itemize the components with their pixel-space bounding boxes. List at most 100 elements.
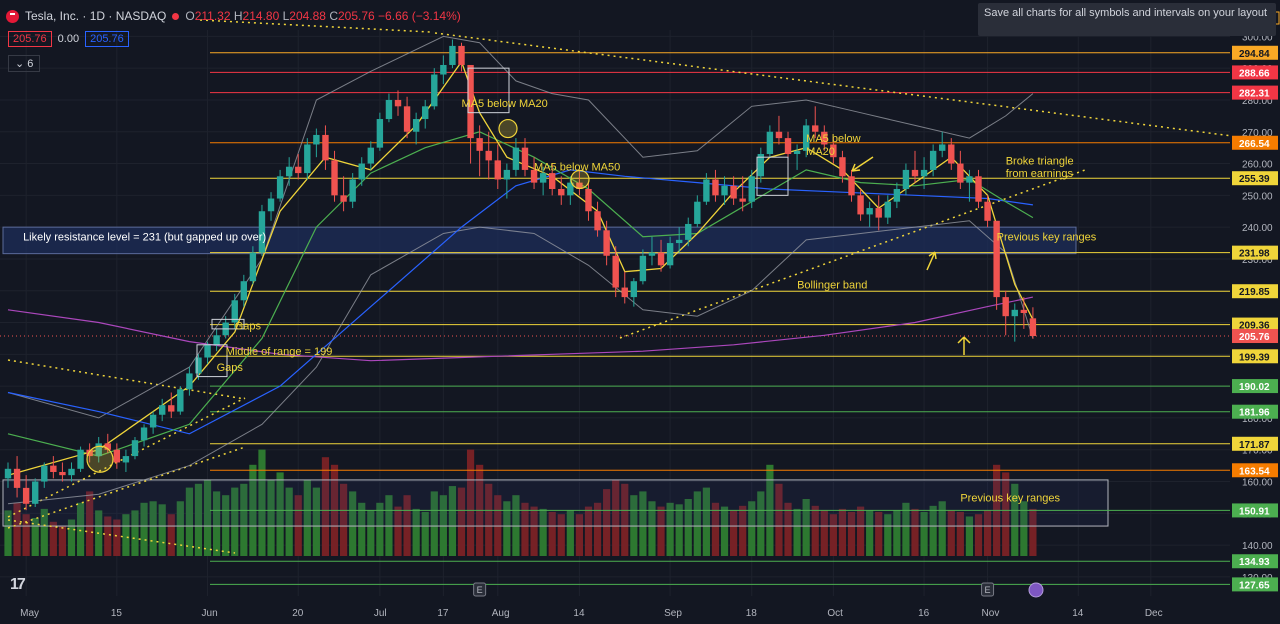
time-tick-label: Oct [827,608,843,619]
volume-bar [603,489,611,556]
volume-bar [1020,501,1028,556]
volume-bar [58,525,67,556]
price-level-tag [1232,245,1278,260]
time-tick-label: May [20,608,39,619]
annotation-label: MA5 below MA20 [462,98,548,110]
volume-bar [666,502,674,556]
candle-body [612,255,619,288]
candle-body [1029,318,1037,337]
ma50-line [7,169,1033,435]
volume-bar [457,487,466,556]
buy-price[interactable]: 205.76 [85,31,129,47]
volume-bar [240,483,248,556]
volume-bar [829,514,837,556]
candle-body [367,147,374,164]
price-tick-label: 270.00 [1242,128,1273,139]
volume-bar [521,502,529,556]
candle-body [458,45,465,65]
candles [4,39,1037,511]
earnings-marker-label: E [477,585,483,595]
ma200-line [7,296,1034,362]
volume-bar [367,510,375,556]
volume-bar [548,511,556,556]
volume-bar [693,491,701,556]
price-tick-label: 250.00 [1242,191,1273,202]
annotation-label: MA5 below [806,133,860,145]
candle-body [95,443,102,457]
save-tooltip: Save all charts for all symbols and inte… [978,3,1276,36]
candle-body [567,182,574,196]
candle-body [902,169,910,189]
candle-body [41,465,48,482]
candle-body [558,188,565,196]
gap-box [467,67,510,114]
volume-bar [113,519,121,556]
volume-bar [811,505,819,556]
price-level-tag [1232,404,1278,419]
candle-body [358,163,365,180]
candle-body [32,481,39,504]
annotation-label: Previous key ranges [997,232,1097,244]
candle-body [648,252,656,256]
trendline [7,519,236,554]
price-level-tag [1232,463,1278,478]
bollinger-upper-line [7,35,1034,419]
symbol-title[interactable]: Tesla, Inc. · 1D · NASDAQ [25,9,167,23]
volume-bar [657,506,665,556]
volume-bar [838,508,847,556]
price-level-tag [1232,317,1278,332]
volume-bar [530,506,538,556]
indicators-toggle[interactable]: ⌄ 6 [8,55,41,72]
annotation-label: from earnings [1006,168,1074,180]
time-tick-label: 16 [918,608,930,619]
candle-body [821,131,828,145]
candle-body [594,211,601,231]
candle-body [158,405,166,415]
candle-body [957,163,964,183]
price-level-label: 199.39 [1239,352,1270,363]
volume-bar [775,483,783,556]
candle-body [50,465,57,472]
candle-body [639,255,647,282]
annotation-label: MA5 below MA50 [534,162,620,174]
price-level-tag [1232,284,1278,299]
volume-bar [194,483,203,556]
candle-body [857,195,864,215]
candle-body [503,169,511,180]
sell-price[interactable]: 205.76 [8,31,52,47]
candle-body [920,169,928,177]
price-axis: 300.00290.00280.00270.00260.00250.00240.… [1230,0,1280,624]
candle-body [939,144,946,151]
candle-body [585,188,592,212]
volume-bar [866,510,874,556]
volume-bar [485,483,493,556]
volume-bar [793,508,801,556]
candle-body [630,281,638,298]
volume-bar [711,502,720,556]
candle-body [177,389,184,412]
volume-bar [448,486,457,556]
candle-body [394,99,402,107]
volume-bar [149,501,157,556]
volume-bar [621,483,629,556]
annotation-shapes [86,67,971,473]
candle-body [258,211,266,253]
volume-bar [185,487,193,556]
candle-body [412,119,420,132]
time-tick-label: 15 [111,608,123,619]
annotation-label: Gaps [235,321,262,333]
candle-body [893,188,901,202]
tradingview-logo-icon: 17 [10,576,26,593]
time-tick-label: 14 [1072,608,1084,619]
candle-body [4,468,12,479]
time-tick-label: Sep [664,608,682,619]
candle-body [911,169,919,177]
bollinger-lower-line [7,220,1034,505]
time-axis: May 15 Jun 20 Jul 17 Aug 14 Sep 18 Oct 16 Nov 14 Dec [0,598,1280,624]
candle-body [204,344,211,358]
candle-body [603,230,610,256]
tesla-logo-icon [6,9,19,23]
annotation-label: Previous key ranges [960,492,1060,504]
crossover-circle [570,169,590,190]
